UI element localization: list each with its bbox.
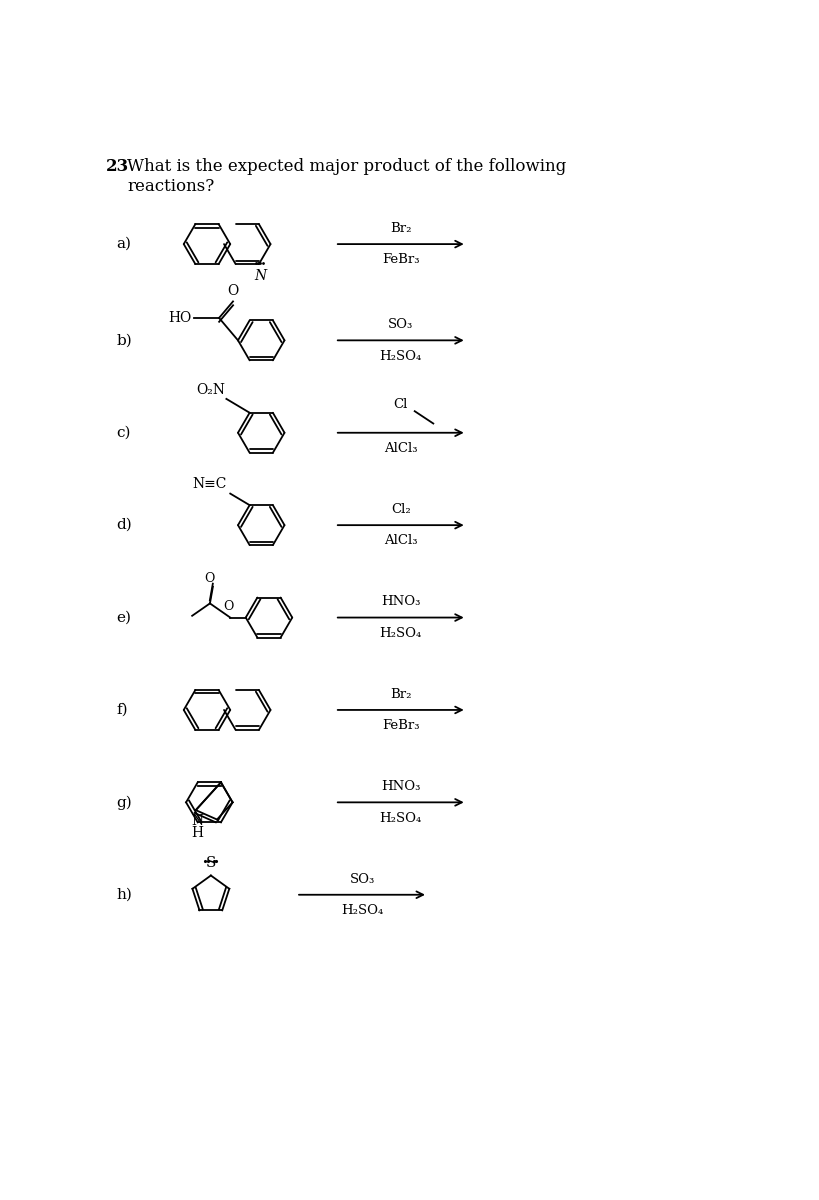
Text: Br₂: Br₂ [390,222,411,235]
Text: O: O [228,284,238,299]
Text: FeBr₃: FeBr₃ [382,719,419,732]
Text: HNO₃: HNO₃ [381,780,420,793]
Text: AlCl₃: AlCl₃ [384,442,418,455]
Text: SO₃: SO₃ [388,318,414,331]
Text: d): d) [116,518,132,532]
Text: N: N [192,814,203,828]
Text: a): a) [116,238,131,251]
Text: 23: 23 [106,158,129,175]
Text: S: S [206,856,216,870]
Text: H₂SO₄: H₂SO₄ [341,904,383,917]
Text: Cl: Cl [394,398,408,412]
Text: AlCl₃: AlCl₃ [384,534,418,547]
Text: O: O [224,600,234,613]
Text: f): f) [116,703,128,716]
Text: H₂SO₄: H₂SO₄ [380,811,422,824]
Text: Br₂: Br₂ [390,688,411,701]
Text: O: O [205,572,215,586]
Text: g): g) [116,796,132,810]
Text: H₂SO₄: H₂SO₄ [380,349,422,362]
Text: e): e) [116,611,131,624]
Text: reactions?: reactions? [127,178,215,194]
Text: h): h) [116,888,132,901]
Text: FeBr₃: FeBr₃ [382,253,419,266]
Text: c): c) [116,426,131,439]
Text: What is the expected major product of the following: What is the expected major product of th… [127,158,567,175]
Text: O₂N: O₂N [196,383,225,397]
Text: H₂SO₄: H₂SO₄ [380,626,422,640]
Text: HO: HO [168,311,191,325]
Text: H: H [192,827,203,840]
Text: Cl₂: Cl₂ [391,503,410,516]
Text: SO₃: SO₃ [350,872,374,886]
Text: N: N [255,269,266,283]
Text: b): b) [116,334,132,347]
Text: HNO₃: HNO₃ [381,595,420,608]
Text: N≡C: N≡C [192,476,227,491]
